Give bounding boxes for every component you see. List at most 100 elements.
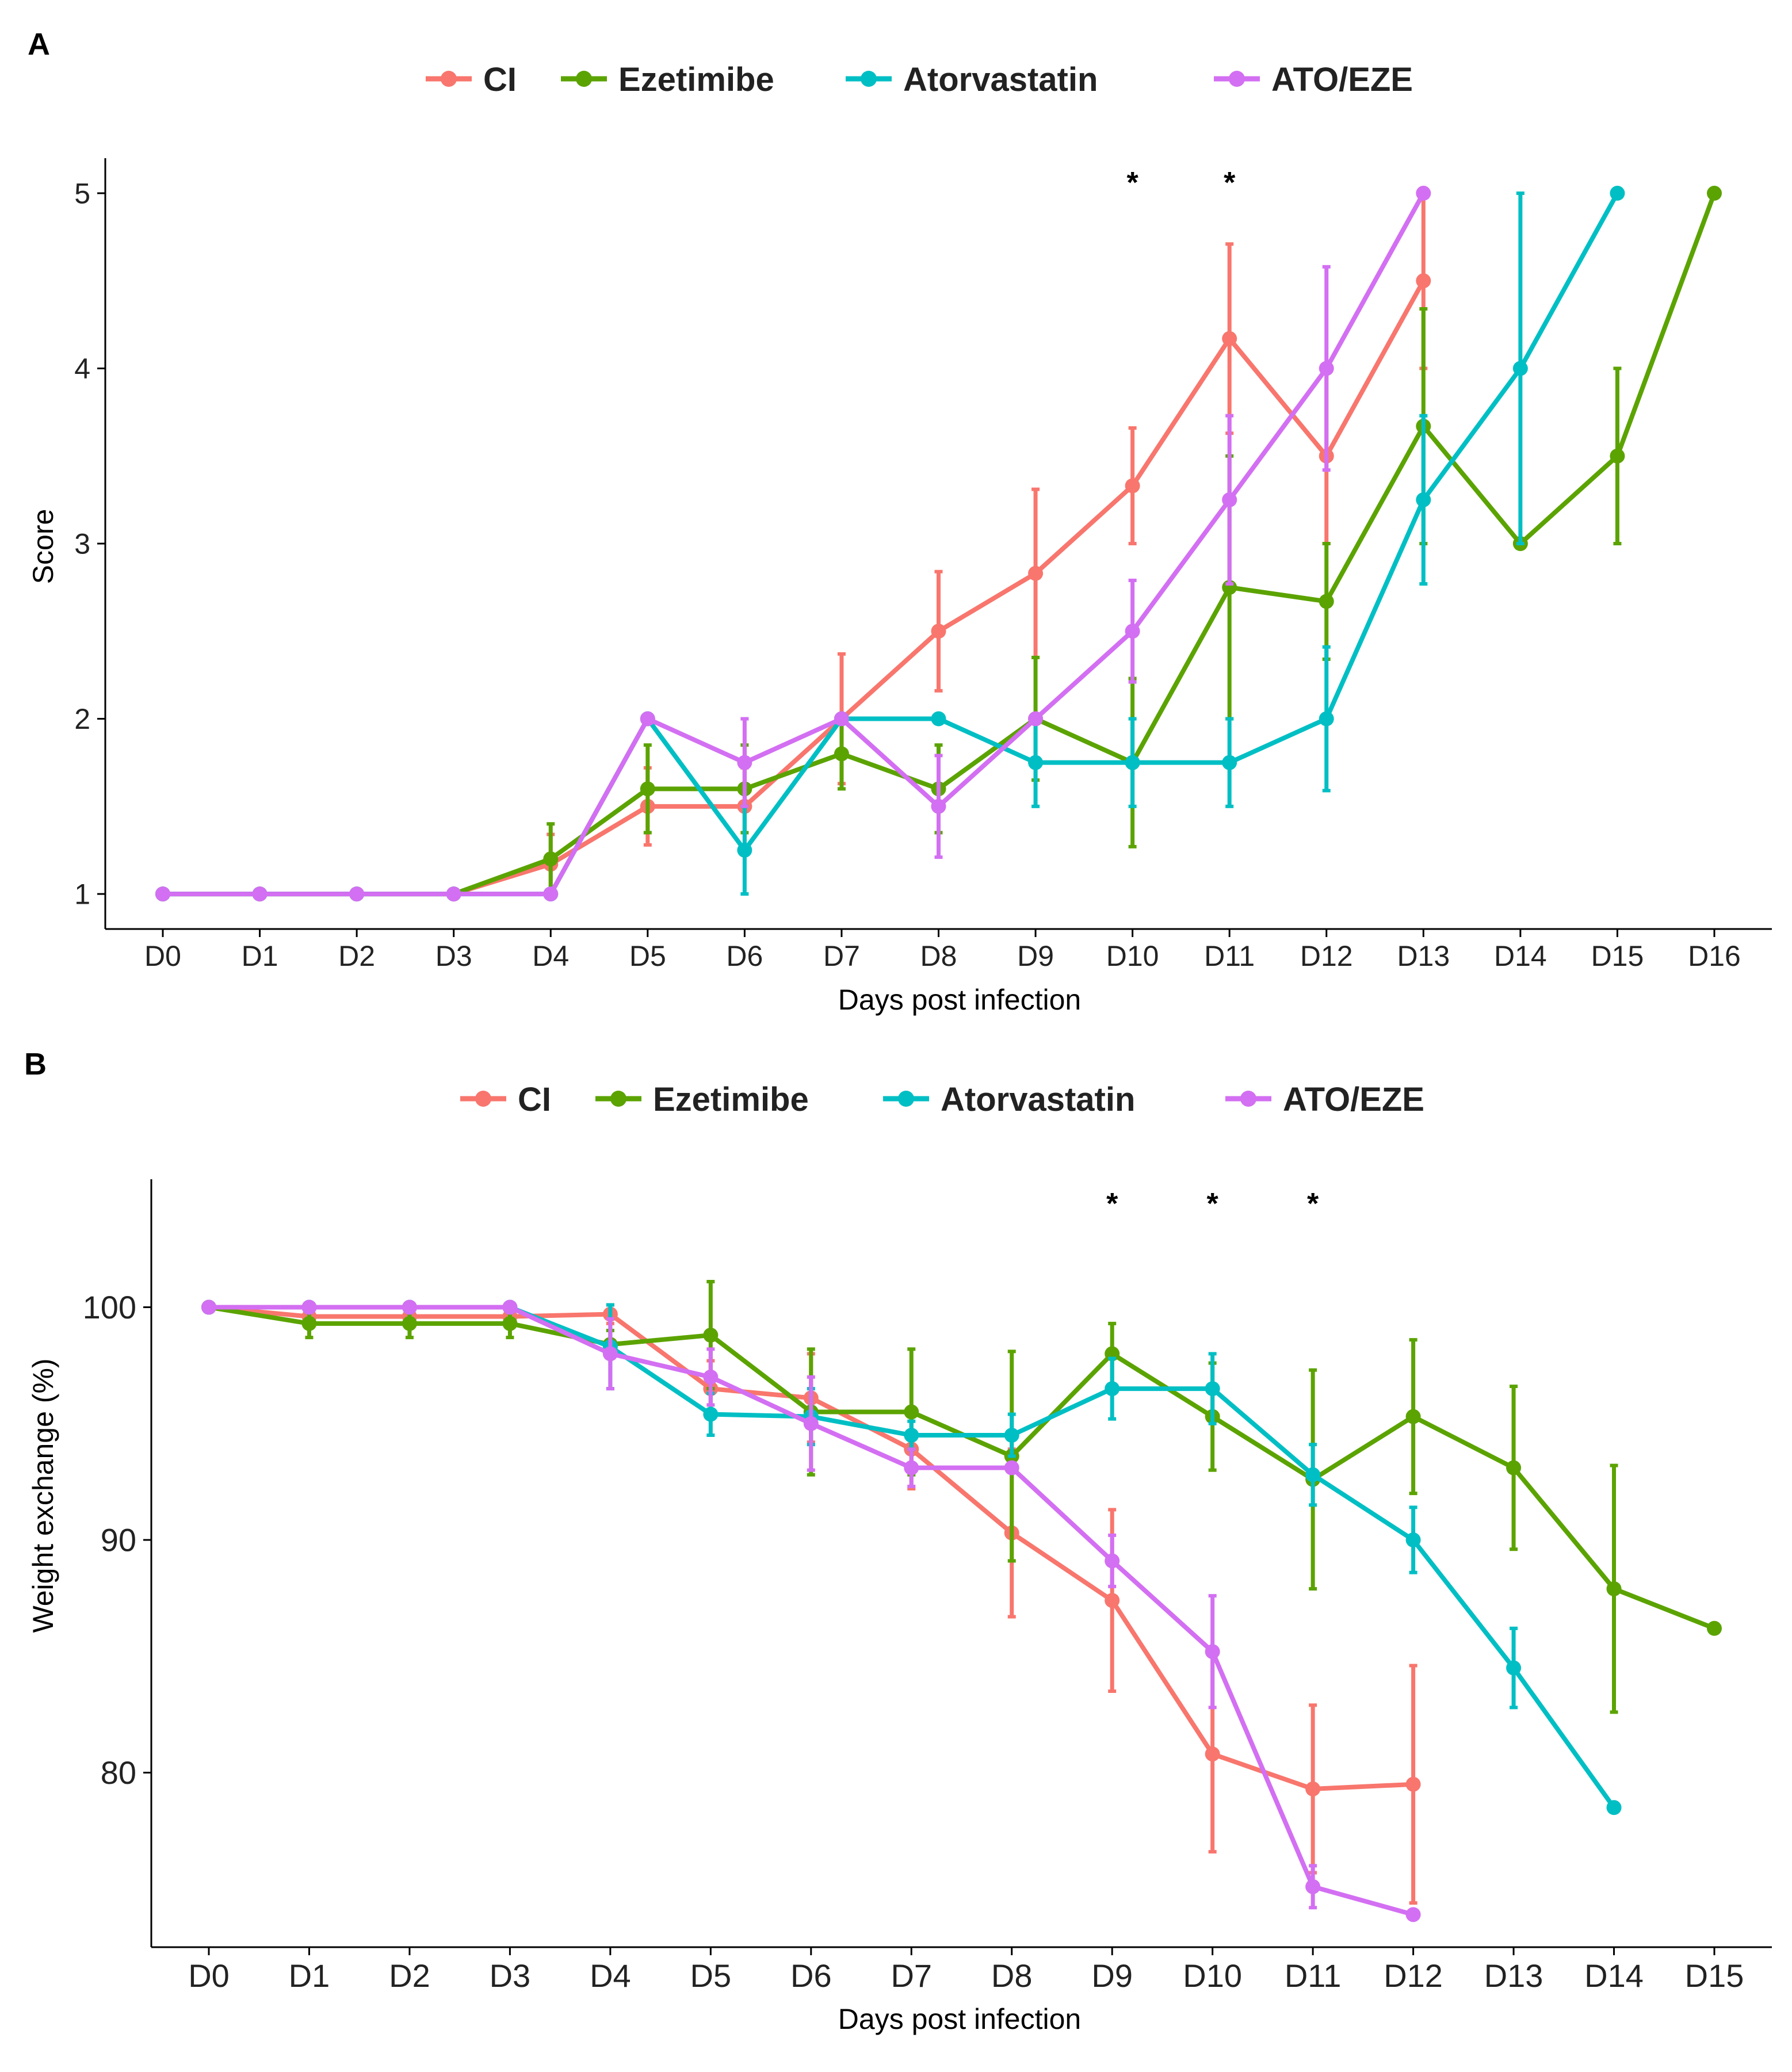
legend-label: CI [518, 1081, 551, 1118]
data-point [1405, 1409, 1421, 1424]
x-tick-label: D2 [389, 1958, 430, 1994]
data-point [1305, 1467, 1321, 1482]
x-tick-label: D1 [289, 1958, 330, 1994]
x-tick-label: D11 [1285, 1958, 1342, 1994]
legend-marker [898, 1091, 914, 1107]
y-tick-label: 5 [74, 177, 90, 209]
legend-marker [576, 71, 592, 87]
data-point [1610, 448, 1625, 464]
data-point [904, 1428, 919, 1443]
legend-marker [475, 1091, 491, 1107]
panel-a-legend: CI Ezetimibe Atorvastatin ATO/EZE [426, 61, 1413, 98]
data-point [1125, 478, 1140, 494]
data-point [834, 711, 849, 727]
data-point [834, 746, 849, 762]
x-tick-label: D11 [1204, 940, 1255, 972]
legend-item-ezetimibe: Ezetimibe [561, 61, 774, 98]
data-point [1004, 1428, 1019, 1443]
data-point [301, 1299, 317, 1315]
x-tick-label: D6 [790, 1958, 832, 1994]
significance-star: * [1207, 1187, 1219, 1221]
legend-label: Ezetimibe [653, 1081, 809, 1118]
x-tick-label: D8 [920, 940, 957, 972]
data-point [502, 1299, 518, 1315]
y-tick-label: 2 [74, 703, 90, 735]
data-point [931, 624, 946, 639]
x-tick-label: D5 [690, 1958, 732, 1994]
x-tick-label: D7 [823, 940, 860, 972]
data-point [1125, 624, 1140, 639]
x-tick-label: D8 [991, 1958, 1033, 1994]
data-point [1222, 492, 1237, 507]
legend-label: Ezetimibe [618, 61, 774, 98]
data-point [602, 1346, 618, 1362]
data-point [252, 886, 268, 902]
data-point [1105, 1381, 1120, 1397]
data-point [1416, 492, 1431, 507]
x-tick-label: D9 [1017, 940, 1054, 972]
data-point [1205, 1381, 1220, 1397]
data-point [1125, 755, 1140, 770]
data-point [703, 1328, 719, 1343]
data-point [1405, 1776, 1421, 1792]
x-tick-label: D0 [188, 1958, 230, 1994]
legend-marker [441, 71, 457, 87]
series-ato-eze [155, 185, 1431, 902]
data-point [543, 851, 559, 867]
panel-a-label: A [28, 27, 50, 62]
x-tick-label: D15 [1685, 1958, 1744, 1994]
panel-a-x-axis-title: Days post infection [838, 984, 1081, 1016]
data-point [1105, 1553, 1120, 1569]
data-point [1707, 1620, 1722, 1636]
y-tick-label: 80 [101, 1754, 136, 1791]
data-point [931, 798, 946, 814]
data-point [1222, 755, 1237, 770]
data-point [1028, 755, 1044, 770]
y-tick-label: 1 [74, 878, 90, 911]
legend-label: ATO/EZE [1271, 61, 1413, 98]
x-tick-label: D12 [1384, 1958, 1443, 1994]
data-point [349, 886, 365, 902]
data-point [737, 755, 752, 770]
x-tick-label: D4 [532, 940, 569, 972]
legend-marker [1229, 71, 1245, 87]
x-tick-label: D12 [1300, 940, 1353, 972]
legend-label: Atorvastatin [941, 1081, 1135, 1118]
data-point [155, 886, 170, 902]
legend-label: Atorvastatin [903, 61, 1098, 98]
data-point [1319, 594, 1334, 609]
x-tick-label: D10 [1106, 940, 1159, 972]
legend-item-ato-eze: ATO/EZE [1214, 61, 1413, 98]
data-point [1305, 1879, 1321, 1894]
data-point [402, 1316, 417, 1331]
data-point [1222, 331, 1237, 346]
legend-label: ATO/EZE [1283, 1081, 1424, 1118]
x-tick-label: D1 [242, 940, 278, 972]
legend-marker [1240, 1091, 1256, 1107]
x-tick-label: D13 [1484, 1958, 1543, 1994]
panel-a-y-axis-title: Score [27, 509, 59, 584]
x-tick-label: D7 [891, 1958, 932, 1994]
legend-item-ci: CI [460, 1081, 551, 1118]
data-point [1416, 273, 1431, 289]
x-tick-label: D4 [590, 1958, 631, 1994]
data-point [1416, 185, 1431, 201]
data-point [1606, 1800, 1622, 1815]
series-ato-eze [201, 1299, 1421, 1922]
legend-item-ato-eze: ATO/EZE [1225, 1081, 1424, 1118]
x-tick-label: D14 [1584, 1958, 1644, 1994]
legend-marker [610, 1091, 626, 1107]
x-tick-label: D2 [338, 940, 375, 972]
data-point [1405, 1532, 1421, 1548]
x-tick-label: D9 [1091, 1958, 1133, 1994]
data-point [737, 842, 752, 858]
x-tick-label: D0 [144, 940, 181, 972]
data-point [1105, 1593, 1120, 1608]
data-point [1205, 1746, 1220, 1762]
data-point [446, 886, 461, 902]
legend-item-ci: CI [426, 61, 517, 98]
x-tick-label: D10 [1183, 1958, 1242, 1994]
data-point [201, 1299, 216, 1315]
data-point [1319, 361, 1334, 376]
data-point [301, 1316, 317, 1331]
